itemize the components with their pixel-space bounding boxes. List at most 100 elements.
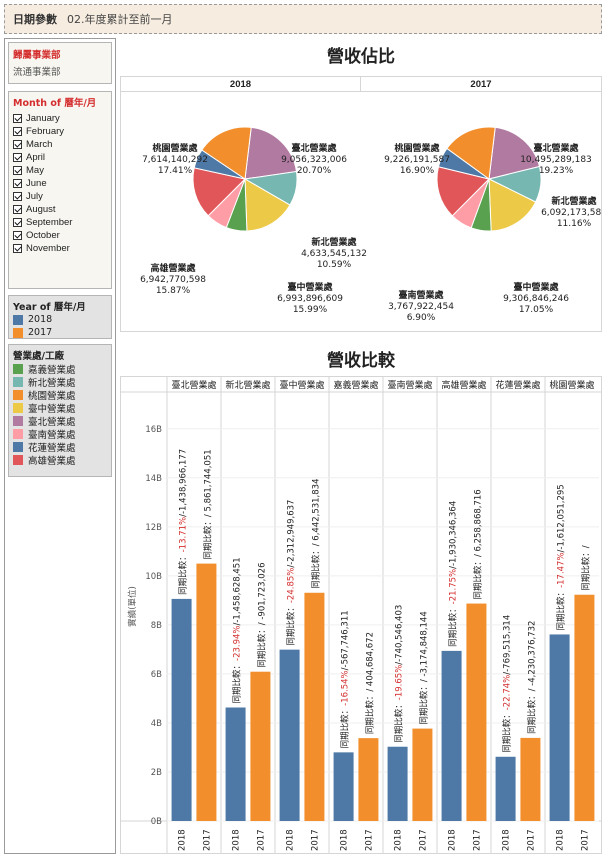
dept-filter[interactable]: 歸屬事業部 流通事業部 — [8, 42, 112, 84]
month-option-february[interactable]: February — [13, 125, 107, 138]
dept-filter-value[interactable]: 流通事業部 — [13, 67, 61, 78]
region-legend-item[interactable]: 新北營業處 — [13, 375, 107, 389]
pie-slice-name: 高雄營業處 — [150, 262, 196, 274]
y-tick-label: 12B — [145, 523, 162, 533]
pie-slice[interactable] — [436, 166, 490, 217]
bar-2018[interactable] — [171, 598, 192, 821]
checkbox-checked[interactable] — [13, 179, 22, 188]
pie-slice-name: 桃園營業處 — [394, 142, 440, 154]
checkbox-checked[interactable] — [13, 140, 22, 149]
region-legend-item[interactable]: 臺北營業處 — [13, 414, 107, 428]
region-legend-title: 營業處/工廠 — [13, 351, 64, 362]
bar-2018[interactable] — [225, 707, 246, 821]
legend-swatch — [13, 314, 23, 325]
checkbox-checked[interactable] — [13, 153, 22, 162]
legend-label: 臺北營業處 — [28, 416, 76, 428]
checkbox-checked[interactable] — [13, 218, 22, 227]
bar-2018[interactable] — [549, 634, 570, 821]
month-option-january[interactable]: January — [13, 112, 107, 125]
region-legend-item[interactable]: 高雄營業處 — [13, 453, 107, 467]
checkbox-checked[interactable] — [13, 205, 22, 214]
bar-2018[interactable] — [279, 649, 300, 821]
month-option-label: November — [26, 243, 70, 254]
pie-slice-name: 臺南營業處 — [398, 289, 444, 301]
bar-2017[interactable] — [196, 563, 217, 821]
legend-swatch — [13, 327, 23, 338]
region-legend-item[interactable]: 臺南營業處 — [13, 427, 107, 441]
date-parameter-value[interactable]: 02.年度累計至前一月 — [67, 13, 173, 26]
pie-slice[interactable] — [488, 126, 541, 180]
bar-2018[interactable] — [387, 746, 408, 821]
pie-slice[interactable] — [201, 126, 252, 180]
month-option-may[interactable]: May — [13, 164, 107, 177]
year-legend-item[interactable]: 2018 — [13, 313, 107, 326]
pie-slice-value: 3,767,922,454 — [388, 302, 454, 312]
x-tick-label: 2017 — [580, 829, 590, 851]
bar-2017[interactable] — [250, 671, 271, 821]
bar-2018[interactable] — [333, 752, 354, 821]
date-parameter-bar[interactable]: 日期參數 02.年度累計至前一月 — [4, 4, 602, 34]
region-legend-item[interactable]: 花蓮營業處 — [13, 440, 107, 454]
legend-label: 桃園營業處 — [28, 390, 76, 402]
month-option-label: January — [26, 113, 60, 124]
month-option-label: July — [26, 191, 43, 202]
bar-2017[interactable] — [466, 603, 487, 821]
month-option-june[interactable]: June — [13, 177, 107, 190]
checkbox-checked[interactable] — [13, 166, 22, 175]
month-checklist: January February March April May June July Augu… — [13, 112, 107, 255]
year-legend-item[interactable]: 2017 — [13, 326, 107, 339]
pie-slice[interactable] — [192, 167, 246, 217]
legend-label: 臺中營業處 — [28, 403, 76, 415]
month-option-november[interactable]: November — [13, 242, 107, 255]
pie-slice[interactable] — [446, 126, 496, 180]
pie-slice-name: 臺中營業處 — [513, 281, 559, 293]
bar-value-label: 同期比較：-24.85%/-2,312,949,637 — [286, 500, 297, 646]
pie-slice[interactable] — [488, 178, 537, 232]
region-legend-item[interactable]: 桃園營業處 — [13, 388, 107, 402]
checkbox-checked[interactable] — [13, 231, 22, 240]
bar-2017[interactable] — [304, 592, 325, 821]
checkbox-checked[interactable] — [13, 244, 22, 253]
legend-swatch — [13, 376, 23, 387]
bar-2017[interactable] — [358, 738, 379, 821]
month-option-july[interactable]: July — [13, 190, 107, 203]
pie-slice-value: 9,226,191,587 — [384, 155, 450, 165]
x-tick-label: 2018 — [340, 829, 350, 851]
bar-2017[interactable] — [412, 728, 433, 821]
month-option-september[interactable]: September — [13, 216, 107, 229]
x-tick-label: 2018 — [394, 829, 404, 851]
region-legend-item[interactable]: 臺中營業處 — [13, 401, 107, 415]
bar-2018[interactable] — [495, 756, 516, 821]
pie-slice-pct: 17.41% — [158, 166, 193, 176]
checkbox-checked[interactable] — [13, 127, 22, 136]
pie-charts: 臺北營業處9,056,323,00620.70%新北營業處4,633,545,1… — [140, 126, 601, 323]
bar-2018[interactable] — [441, 650, 462, 821]
checkbox-checked[interactable] — [13, 114, 22, 123]
pie-slice-name: 新北營業處 — [551, 195, 597, 207]
month-option-label: September — [26, 217, 73, 228]
legend-label: 臺南營業處 — [28, 429, 76, 441]
legend-swatch — [13, 428, 23, 439]
pie-slice-pct: 15.87% — [156, 286, 191, 296]
pie-slice-pct: 6.90% — [407, 313, 436, 323]
checkbox-checked[interactable] — [13, 192, 22, 201]
bar-value-label: 同期比較：-19.65%/-740,546,403 — [394, 605, 405, 743]
month-option-april[interactable]: April — [13, 151, 107, 164]
month-filter: Month of 曆年/月 January February March April M… — [8, 91, 112, 289]
pie-slice-value: 7,614,140,292 — [142, 155, 208, 165]
month-option-august[interactable]: August — [13, 203, 107, 216]
x-tick-label: 2018 — [286, 829, 296, 851]
x-tick-label: 2018 — [232, 829, 242, 851]
pie-slice[interactable] — [244, 126, 298, 180]
bar-value-label: 同期比較：/ 404,684,672 — [364, 632, 375, 734]
pie-slice-name: 臺北營業處 — [533, 142, 579, 154]
month-option-october[interactable]: October — [13, 229, 107, 242]
month-option-march[interactable]: March — [13, 138, 107, 151]
bar-2017[interactable] — [574, 594, 595, 821]
region-legend-item[interactable]: 嘉義營業處 — [13, 362, 107, 376]
bar-2017[interactable] — [520, 737, 541, 821]
pie-panel-2017-header: 2017 — [361, 77, 601, 92]
pie-slice[interactable] — [244, 178, 291, 232]
year-legend: Year of 曆年/月 2018 2017 — [8, 295, 112, 339]
